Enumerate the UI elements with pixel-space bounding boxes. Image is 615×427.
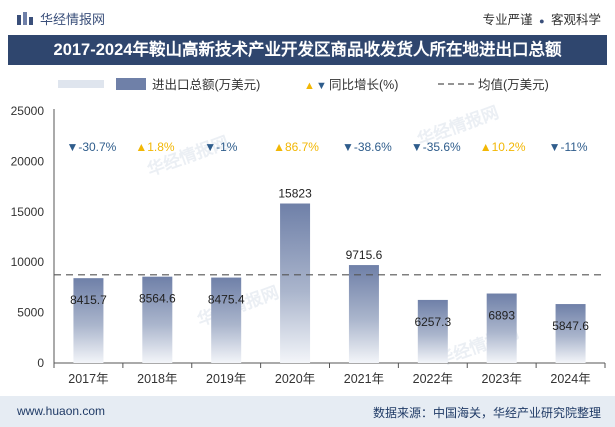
bars xyxy=(73,203,586,363)
bar xyxy=(417,299,448,363)
value-label: 6893 xyxy=(488,309,515,323)
value-labels: 8415.7 8564.6 8475.4 15823 9715.6 6257.3 6893 5… xyxy=(70,187,589,334)
brand-logo-icon xyxy=(17,11,33,25)
y-tick-label: 25000 xyxy=(11,104,45,118)
y-tick-label: 0 xyxy=(37,356,44,370)
growth-label: ▼-11% xyxy=(549,140,588,154)
footer-source: 数据来源：中国海关，华经产业研究院整理 xyxy=(372,406,601,420)
growth-value: -38.6% xyxy=(354,140,392,154)
value-label: 5847.6 xyxy=(552,319,589,333)
x-tick-label: 2023年 xyxy=(482,372,522,386)
y-tick-label: 15000 xyxy=(11,205,45,219)
growth-label: ▼-30.7% xyxy=(66,140,116,154)
growth-labels: ▼-30.7% ▲1.8% ▼-1% ▲86.7% ▼-38.6% ▼-35.6% ▲10.… xyxy=(66,140,587,154)
slogan-tag-2: 客观科学 xyxy=(550,13,601,27)
bar xyxy=(142,276,173,363)
legend-gradient-swatch xyxy=(58,80,104,88)
brand-name: 华经情报网 xyxy=(40,12,106,27)
value-label: 6257.3 xyxy=(414,315,451,329)
slogan: 专业严谨 ● 客观科学 xyxy=(483,9,601,28)
growth-down-icon: ▼ xyxy=(411,140,423,154)
growth-up-icon: ▲ xyxy=(273,140,285,154)
growth-label: ▼-35.6% xyxy=(411,140,461,154)
growth-value: -35.6% xyxy=(423,140,461,154)
growth-value: 10.2% xyxy=(492,140,526,154)
growth-down-icon: ▼ xyxy=(342,140,354,154)
value-label: 8415.7 xyxy=(70,293,107,307)
watermark-group: 华经情报网 华经情报网 华经情报网 华经情报网 xyxy=(145,102,522,370)
growth-label: ▲86.7% xyxy=(273,140,319,154)
bar xyxy=(211,277,242,363)
value-label: 8564.6 xyxy=(139,292,176,306)
legend-growth-label: 同比增长(%) xyxy=(329,77,398,92)
legend-up-icon: ▲ xyxy=(304,80,315,92)
y-tick-label: 20000 xyxy=(11,154,45,168)
growth-value: -1% xyxy=(216,140,238,154)
y-tick-label: 5000 xyxy=(17,306,44,320)
bar xyxy=(73,278,104,363)
x-tick-labels: 2017年 2018年 2019年 2020年 2021年 2022年 2023年 2024年 xyxy=(68,372,590,386)
x-tick-label: 2021年 xyxy=(344,372,384,386)
legend-bar-swatch xyxy=(116,78,146,90)
x-tick-label: 2020年 xyxy=(275,372,315,386)
value-label: 9715.6 xyxy=(346,248,383,262)
top-bar: 华经情报网 专业严谨 ● 客观科学 xyxy=(0,0,615,34)
x-tick-label: 2019年 xyxy=(206,372,246,386)
slogan-separator: ● xyxy=(539,16,545,26)
growth-value: 1.8% xyxy=(147,140,175,154)
brand: 华经情报网 xyxy=(16,9,105,28)
x-tick-label: 2017年 xyxy=(68,372,108,386)
growth-down-icon: ▼ xyxy=(204,140,216,154)
growth-label: ▼-38.6% xyxy=(342,140,392,154)
x-tick-label: 2022年 xyxy=(413,372,453,386)
chart-title: 2017-2024年鞍山高新技术产业开发区商品收发货人所在地进出口总额 xyxy=(8,35,607,65)
y-tick-label: 10000 xyxy=(11,255,45,269)
growth-label: ▼-1% xyxy=(204,140,238,154)
growth-up-icon: ▲ xyxy=(135,140,147,154)
growth-down-icon: ▼ xyxy=(549,140,561,154)
growth-value: -11% xyxy=(560,140,587,154)
legend-avg-label: 均值(万美元) xyxy=(478,77,549,92)
value-label: 8475.4 xyxy=(208,293,245,307)
x-tick-label: 2024年 xyxy=(550,372,590,386)
growth-label: ▲10.2% xyxy=(480,140,526,154)
bar xyxy=(486,293,517,363)
growth-value: 86.7% xyxy=(285,140,319,154)
growth-down-icon: ▼ xyxy=(66,140,78,154)
chart: 华经情报网 华经情报网 华经情报网 华经情报网 进出口总额(万美元) ▲ ▼ 同… xyxy=(11,77,606,386)
growth-up-icon: ▲ xyxy=(480,140,492,154)
legend-down-icon: ▼ xyxy=(316,80,327,92)
legend: 进出口总额(万美元) ▲ ▼ 同比增长(%) 均值(万美元) xyxy=(58,77,549,92)
legend-bar-label: 进出口总额(万美元) xyxy=(152,78,260,92)
x-tick-label: 2018年 xyxy=(137,372,177,386)
footer: www.huaon.com 数据来源：中国海关，华经产业研究院整理 xyxy=(0,396,615,427)
bar xyxy=(280,203,311,363)
footer-url[interactable]: www.huaon.com xyxy=(17,404,106,418)
growth-label: ▲1.8% xyxy=(135,140,175,154)
value-label: 15823 xyxy=(278,187,312,201)
bar xyxy=(348,265,379,363)
slogan-tag-1: 专业严谨 xyxy=(482,13,533,27)
growth-value: -30.7% xyxy=(78,140,116,154)
bar xyxy=(555,304,586,363)
